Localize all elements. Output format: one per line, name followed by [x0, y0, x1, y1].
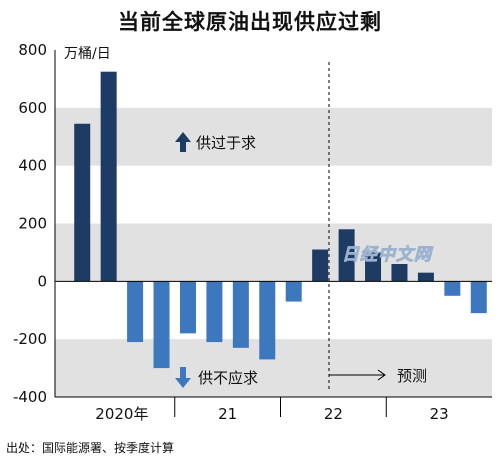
forecast-label: 预测 [397, 367, 427, 385]
bar [391, 263, 408, 282]
y-tick-label: 600 [18, 99, 47, 117]
deficit-label: 供不应求 [198, 369, 258, 387]
bar [338, 229, 355, 282]
bar [444, 281, 461, 296]
bar [153, 281, 170, 369]
x-axis: 2020年 21 22 23 [95, 397, 449, 423]
bar [74, 123, 91, 282]
axes [54, 50, 492, 398]
bar [365, 252, 382, 282]
surplus-label: 供过于求 [196, 134, 256, 152]
source-note: 出处：国际能源署、按季度计算 [6, 441, 175, 455]
y-tick-label: -400 [13, 388, 47, 406]
x-tick-label: 22 [324, 405, 343, 423]
up-arrow-icon [175, 132, 191, 152]
y-tick-label: 200 [18, 215, 47, 233]
bar [417, 272, 434, 282]
grid-bands [55, 107, 492, 397]
watermark: 日经中文网 [342, 245, 434, 265]
forecast-arrow-icon [377, 369, 386, 381]
bar [232, 281, 249, 348]
grid-band [55, 223, 492, 282]
bar [179, 281, 196, 334]
y-tick-label: 800 [18, 41, 47, 59]
grid-band [55, 107, 492, 166]
y-tick-label: 0 [37, 272, 47, 290]
y-axis: -400 -200 0 200 400 600 800 [13, 41, 47, 406]
x-tick-label: 2020年 [95, 405, 148, 423]
forecast-annotation: 预测 [328, 62, 427, 392]
unit-label: 万桶/日 [64, 46, 111, 62]
bar [312, 249, 329, 282]
x-tick-label: 23 [430, 405, 449, 423]
down-arrow-icon [175, 367, 191, 388]
bar [470, 281, 487, 314]
bar [206, 281, 223, 343]
bar [100, 71, 117, 282]
bars [74, 71, 487, 369]
chart-title: 当前全球原油出现供应过剩 [118, 10, 382, 34]
bar [127, 281, 144, 343]
deficit-annotation: 供不应求 [175, 367, 258, 388]
bar [285, 281, 302, 302]
y-tick-label: -200 [13, 330, 47, 348]
bar [259, 281, 276, 360]
surplus-annotation: 供过于求 [175, 132, 256, 152]
y-tick-label: 400 [18, 157, 47, 175]
x-tick-label: 21 [218, 405, 237, 423]
